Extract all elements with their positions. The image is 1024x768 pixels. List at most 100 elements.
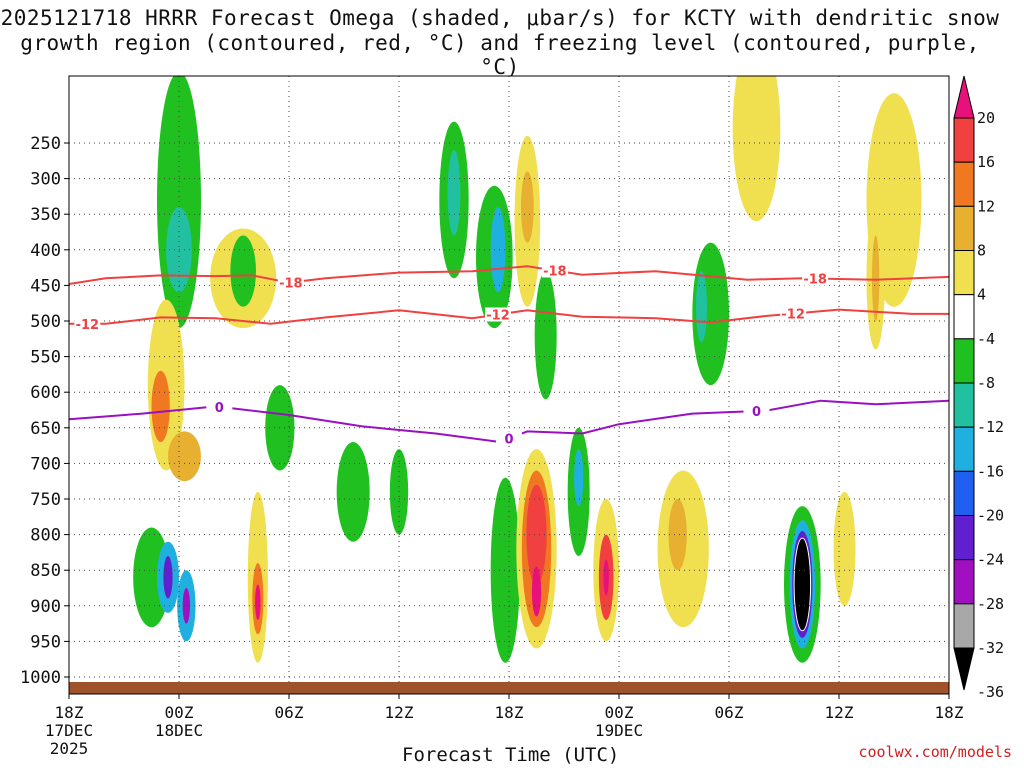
colorbar-segment-6	[953, 382, 975, 428]
colorbar-label-3: 8	[977, 242, 986, 260]
x-tick-label-24-0: 18Z	[495, 703, 524, 722]
credit-text: coolwx.com/models	[858, 743, 1012, 761]
omega-blob-25	[490, 477, 520, 663]
contour-label-bg-1-0	[74, 316, 101, 331]
y-tick-label-850: 850	[30, 561, 61, 581]
colorbar-segment-0	[953, 117, 975, 163]
omega-blob-24	[534, 271, 557, 400]
omega-blob-11	[182, 588, 190, 624]
colorbar-label-1: 16	[977, 153, 995, 171]
contour-label-bg-1-1	[485, 307, 511, 322]
colorbar-label-10: -24	[977, 551, 1004, 569]
y-tick-label-500: 500	[30, 312, 61, 332]
colorbar-segment-8	[953, 470, 975, 517]
colorbar-label-9: -20	[977, 507, 1004, 525]
contour-label-0-2: -18	[803, 273, 827, 288]
y-tick-label-400: 400	[30, 241, 61, 261]
omega-blob-44	[833, 491, 856, 606]
omega-blob-39	[732, 76, 781, 222]
omega-blob-19	[447, 150, 461, 236]
omega-blob-6	[230, 235, 256, 307]
contour-label-2-2: 0	[752, 405, 761, 420]
omega-blob-36	[668, 498, 687, 571]
colorbar-label-2: 12	[977, 197, 995, 215]
x-tick-label-36-0: 06Z	[715, 703, 744, 722]
contour-label-bg-2-2	[743, 404, 770, 419]
omega-blob-3	[151, 370, 170, 443]
contour-label-bg-2-1	[496, 431, 522, 446]
y-axis-ticks: 250 300 350 400 450 500 550 600 650 700 750 800 850 9…	[20, 134, 69, 688]
ground-surface	[69, 682, 949, 694]
x-tick-label-30-1: 19DEC	[595, 721, 643, 740]
contour-label-bg-1-2	[780, 306, 807, 321]
omega-blob-38	[696, 271, 707, 343]
omega-blob-9	[163, 555, 173, 599]
colorbar-label-0: 20	[977, 109, 995, 127]
colorbar-bottom-arrow	[953, 647, 975, 691]
colorbar-label-6: -8	[977, 374, 995, 392]
y-tick-label-950: 950	[30, 632, 61, 652]
chart-title-line1: 2025121718 HRRR Forecast Omega (shaded, …	[0, 6, 1000, 30]
omega-blob-29	[531, 566, 542, 617]
colorbar-label-8: -16	[977, 462, 1004, 480]
colorbar-label-13: -36	[977, 683, 1004, 701]
x-tick-label-6-0: 00Z	[165, 703, 194, 722]
colorbar-label-12: -32	[977, 639, 1004, 657]
omega-blob-47	[872, 235, 880, 321]
colorbar-label-7: -12	[977, 418, 1004, 436]
colorbar-segment-5	[953, 338, 975, 384]
omega-blob-43	[793, 537, 812, 632]
x-tick-label-12-0: 06Z	[275, 703, 304, 722]
contour-label-bg-0-0	[277, 275, 304, 290]
x-tick-label-30-0: 00Z	[605, 703, 634, 722]
x-tick-label-48-0: 18Z	[935, 703, 964, 722]
x-tick-label-6-1: 18DEC	[155, 721, 203, 740]
colorbar-segment-3	[953, 250, 975, 296]
colorbar-label-4: 4	[977, 286, 986, 304]
colorbar-segment-1	[953, 161, 975, 207]
x-tick-label-0-2: 2025	[50, 739, 89, 758]
contour-label-bg-2-0	[206, 399, 233, 414]
y-tick-label-750: 750	[30, 490, 61, 510]
y-tick-label-550: 550	[30, 348, 61, 368]
y-tick-label-700: 700	[30, 454, 61, 474]
omega-blob-28	[526, 484, 547, 585]
contour-line-0	[69, 265, 949, 285]
colorbar-label-11: -28	[977, 595, 1004, 613]
temperature-contours: -18 -18 -18 -12 -12 -12 0 0 0	[69, 263, 949, 447]
y-tick-label-450: 450	[30, 276, 61, 296]
contour-label-2-0: 0	[215, 401, 224, 416]
colorbar-segment-10	[953, 559, 975, 605]
y-tick-label-300: 300	[30, 170, 61, 190]
omega-blob-34	[603, 559, 609, 596]
colorbar-segment-2	[953, 205, 975, 251]
contour-label-0-0: -18	[279, 276, 303, 291]
colorbar-segment-4	[953, 294, 975, 340]
x-axis-label: Forecast Time (UTC)	[402, 744, 620, 766]
colorbar: 20 16 12 8 4 -4 -8 -12 -16 -20 -24 -28 -32 -36	[953, 75, 1004, 701]
x-tick-label-0-0: 18Z	[55, 703, 84, 722]
x-tick-label-18-0: 12Z	[385, 703, 414, 722]
y-tick-label-350: 350	[30, 205, 61, 225]
omega-blob-21	[490, 207, 506, 293]
colorbar-segment-9	[953, 515, 975, 561]
omega-blob-16	[336, 442, 370, 542]
contour-label-2-1: 0	[504, 432, 513, 447]
omega-blob-4	[168, 431, 201, 482]
contour-label-1-2: -12	[781, 308, 805, 323]
y-tick-label-800: 800	[30, 526, 61, 546]
colorbar-segment-7	[953, 426, 975, 472]
omega-blob-23	[520, 171, 534, 243]
contour-line-2	[69, 399, 949, 444]
x-tick-label-42-0: 12Z	[825, 703, 854, 722]
omega-shading	[133, 76, 922, 663]
y-tick-label-650: 650	[30, 419, 61, 439]
x-tick-label-0-1: 17DEC	[45, 721, 93, 740]
contour-label-0-1: -18	[543, 264, 567, 279]
grid-lines	[68, 76, 950, 694]
y-tick-label-600: 600	[30, 383, 61, 403]
chart-title-line2: growth region (contoured, red, °C) and f…	[20, 31, 980, 79]
contour-label-1-0: -12	[76, 318, 100, 333]
